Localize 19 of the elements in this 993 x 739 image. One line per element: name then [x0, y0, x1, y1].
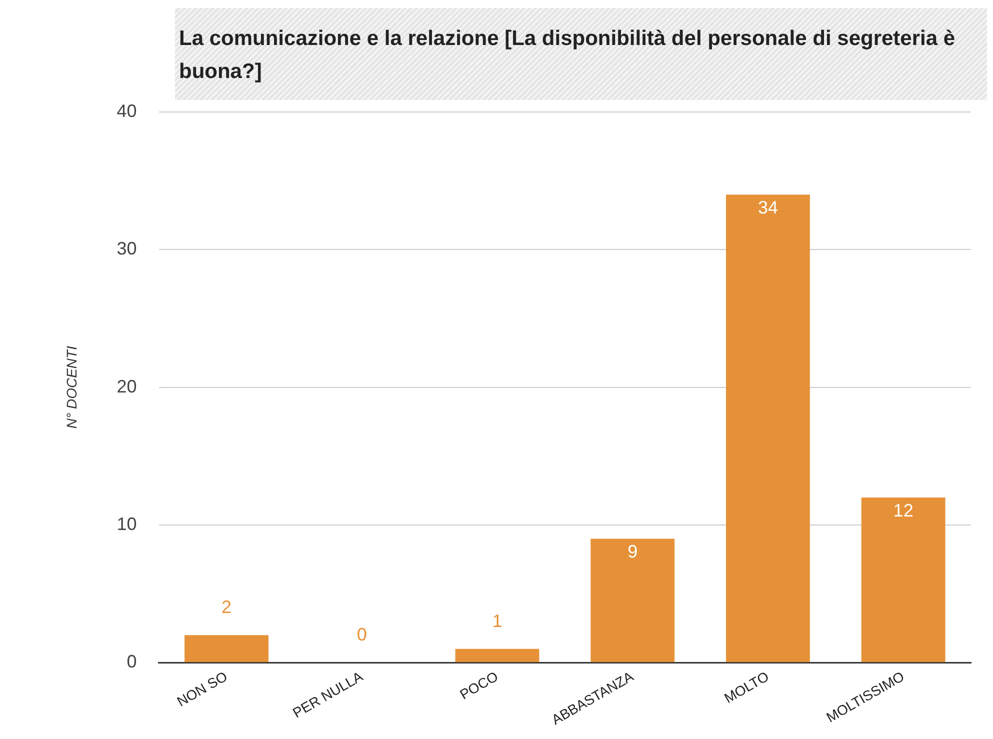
bar: [590, 538, 675, 662]
data-label: 9: [628, 542, 638, 562]
x-tick-label: NON SO: [174, 668, 230, 710]
data-label: 0: [356, 624, 367, 645]
data-label: 34: [758, 198, 778, 218]
bar: [861, 497, 946, 662]
bar: [455, 648, 540, 662]
y-tick-label: 30: [116, 238, 137, 259]
y-tick-label: 40: [116, 100, 137, 121]
y-tick-label: 10: [116, 514, 137, 534]
y-tick-label: 20: [116, 376, 137, 396]
data-label: 12: [893, 500, 914, 520]
y-axis-title: N° DOCENTI: [63, 346, 80, 429]
bar: [726, 194, 810, 662]
y-tick-label: 0: [126, 652, 137, 672]
data-label: 2: [221, 597, 232, 618]
chart-title: La comunicazione e la relazione [La disponibilità del personale di segreteria è buona?]: [175, 8, 987, 100]
data-label: 1: [492, 610, 502, 631]
bar: [184, 635, 268, 662]
